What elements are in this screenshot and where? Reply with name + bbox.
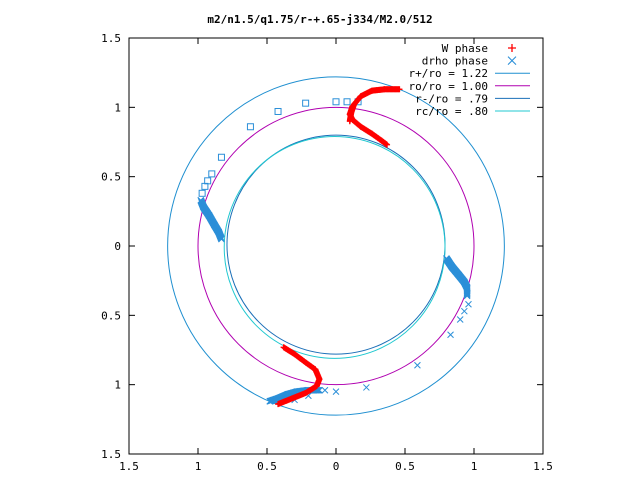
legend-label: r+/ro = 1.22 <box>409 67 488 80</box>
cross-marker <box>456 316 464 323</box>
radius-circle <box>197 106 475 386</box>
square-marker <box>208 170 216 178</box>
legend-label: drho phase <box>422 55 488 68</box>
y-tick-label: 1.5 <box>101 448 121 461</box>
x-tick-label: 1.5 <box>533 460 553 473</box>
x-tick-label: 0.5 <box>395 460 415 473</box>
w-phase-marker <box>275 401 282 408</box>
y-tick-label: 0 <box>114 240 121 253</box>
w-phase-marker <box>396 86 403 93</box>
x-axis: 1.5 1 0.5 0 0.5 1 1.5 <box>119 38 553 473</box>
x-tick-label: 0.5 <box>257 460 277 473</box>
square-marker <box>343 98 351 106</box>
legend-label: rc/ro = .80 <box>415 105 488 118</box>
x-tick-label: 1 <box>471 460 478 473</box>
y-tick-label: 1.5 <box>101 32 121 45</box>
x-tick-label: 1.5 <box>119 460 139 473</box>
square-marker <box>198 189 206 197</box>
radius-circle <box>167 76 505 416</box>
legend-symbol <box>508 44 516 52</box>
cross-marker <box>321 386 329 394</box>
square-marker <box>302 99 310 107</box>
square-marker <box>332 98 340 106</box>
drho-phase-marker <box>218 235 225 243</box>
square-marker <box>217 153 225 161</box>
square-marker <box>204 177 212 185</box>
drho-phase-marker <box>463 292 471 300</box>
drho-phase-marker <box>463 290 471 298</box>
cross-marker <box>460 307 468 315</box>
drho-square-markers <box>198 98 362 197</box>
legend-symbol <box>507 56 517 65</box>
radius-circles <box>167 76 505 416</box>
legend-label: ro/ro = 1.00 <box>409 80 488 93</box>
cross-marker <box>414 361 421 369</box>
y-axis: 1.5 1 0.5 0 0.5 1 1.5 <box>101 32 543 461</box>
cross-marker <box>363 384 370 391</box>
cross-marker <box>465 300 472 308</box>
legend-label: W phase <box>442 42 488 55</box>
w-phase-curves <box>275 86 403 408</box>
y-tick-label: 1 <box>114 379 121 392</box>
radius-circle <box>223 135 446 359</box>
x-tick-label: 0 <box>333 460 340 473</box>
square-marker <box>246 123 254 131</box>
drho-phase-marker <box>463 290 471 297</box>
drho-phase-marker <box>463 291 471 299</box>
chart-title: m2/n1.5/q1.75/r-+.65-j334/M2.0/512 <box>207 13 432 26</box>
legend-label: r-/ro = .79 <box>415 92 488 105</box>
w-phase-marker <box>384 141 391 148</box>
x-tick-label: 1 <box>195 460 202 473</box>
y-tick-label: 1 <box>114 101 121 114</box>
y-tick-label: 0.5 <box>101 309 121 322</box>
cross-marker <box>447 331 454 339</box>
square-marker <box>274 107 282 115</box>
cross-marker <box>332 388 340 395</box>
y-tick-label: 0.5 <box>101 171 121 184</box>
